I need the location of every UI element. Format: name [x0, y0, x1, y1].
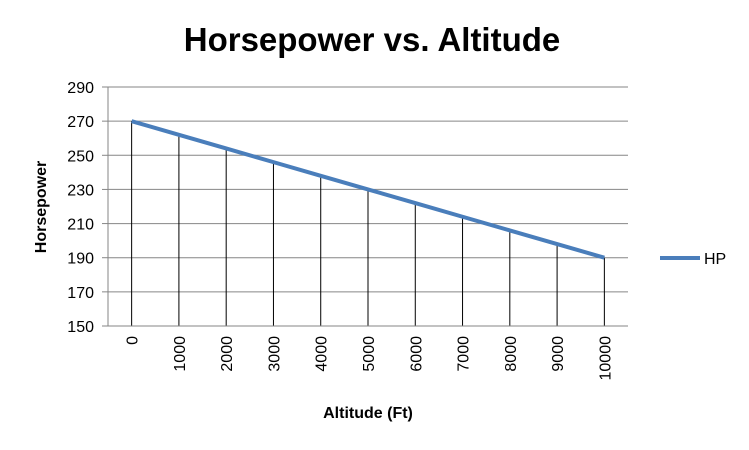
y-tick-label-150: 150 [67, 319, 94, 336]
chart-title: Horsepower vs. Altitude [184, 21, 561, 58]
legend-label-HP: HP [704, 251, 726, 268]
y-tick-label-250: 250 [67, 148, 94, 165]
y-tick-label-170: 170 [67, 285, 94, 302]
x-tick-labels: 0 1000 2000 3000 4000 5000 6000 7000 8000 9000 100… [125, 336, 615, 381]
x-tick-label-9000: 9000 [550, 336, 567, 372]
y-tick-label-270: 270 [67, 114, 94, 131]
y-tick-label-190: 190 [67, 251, 94, 268]
x-tick-label-10000: 10000 [597, 336, 614, 381]
drop-lines [131, 121, 605, 326]
series-lines [131, 119, 605, 260]
x-tick-label-6000: 6000 [408, 336, 425, 372]
y-axis-title: Horsepower [33, 161, 50, 253]
x-tick-label-8000: 8000 [503, 336, 520, 372]
x-axis-title: Altitude (Ft) [323, 405, 413, 422]
y-tick-label-230: 230 [67, 182, 94, 199]
x-tick-label-0: 0 [125, 336, 142, 345]
x-tick-label-1000: 1000 [172, 336, 189, 372]
x-tick-label-3000: 3000 [266, 336, 283, 372]
y-tick-label-210: 210 [67, 217, 94, 234]
x-tick-label-5000: 5000 [361, 336, 378, 372]
x-tick-label-2000: 2000 [219, 336, 236, 372]
legend: HP [660, 251, 726, 268]
axes [102, 86, 628, 327]
x-tick-label-7000: 7000 [456, 336, 473, 372]
y-tick-label-290: 290 [67, 80, 94, 97]
y-tick-labels: 150 170 190 210 230 250 270 290 [67, 80, 94, 336]
x-tick-label-4000: 4000 [314, 336, 331, 372]
series-line-HP [131, 119, 605, 260]
